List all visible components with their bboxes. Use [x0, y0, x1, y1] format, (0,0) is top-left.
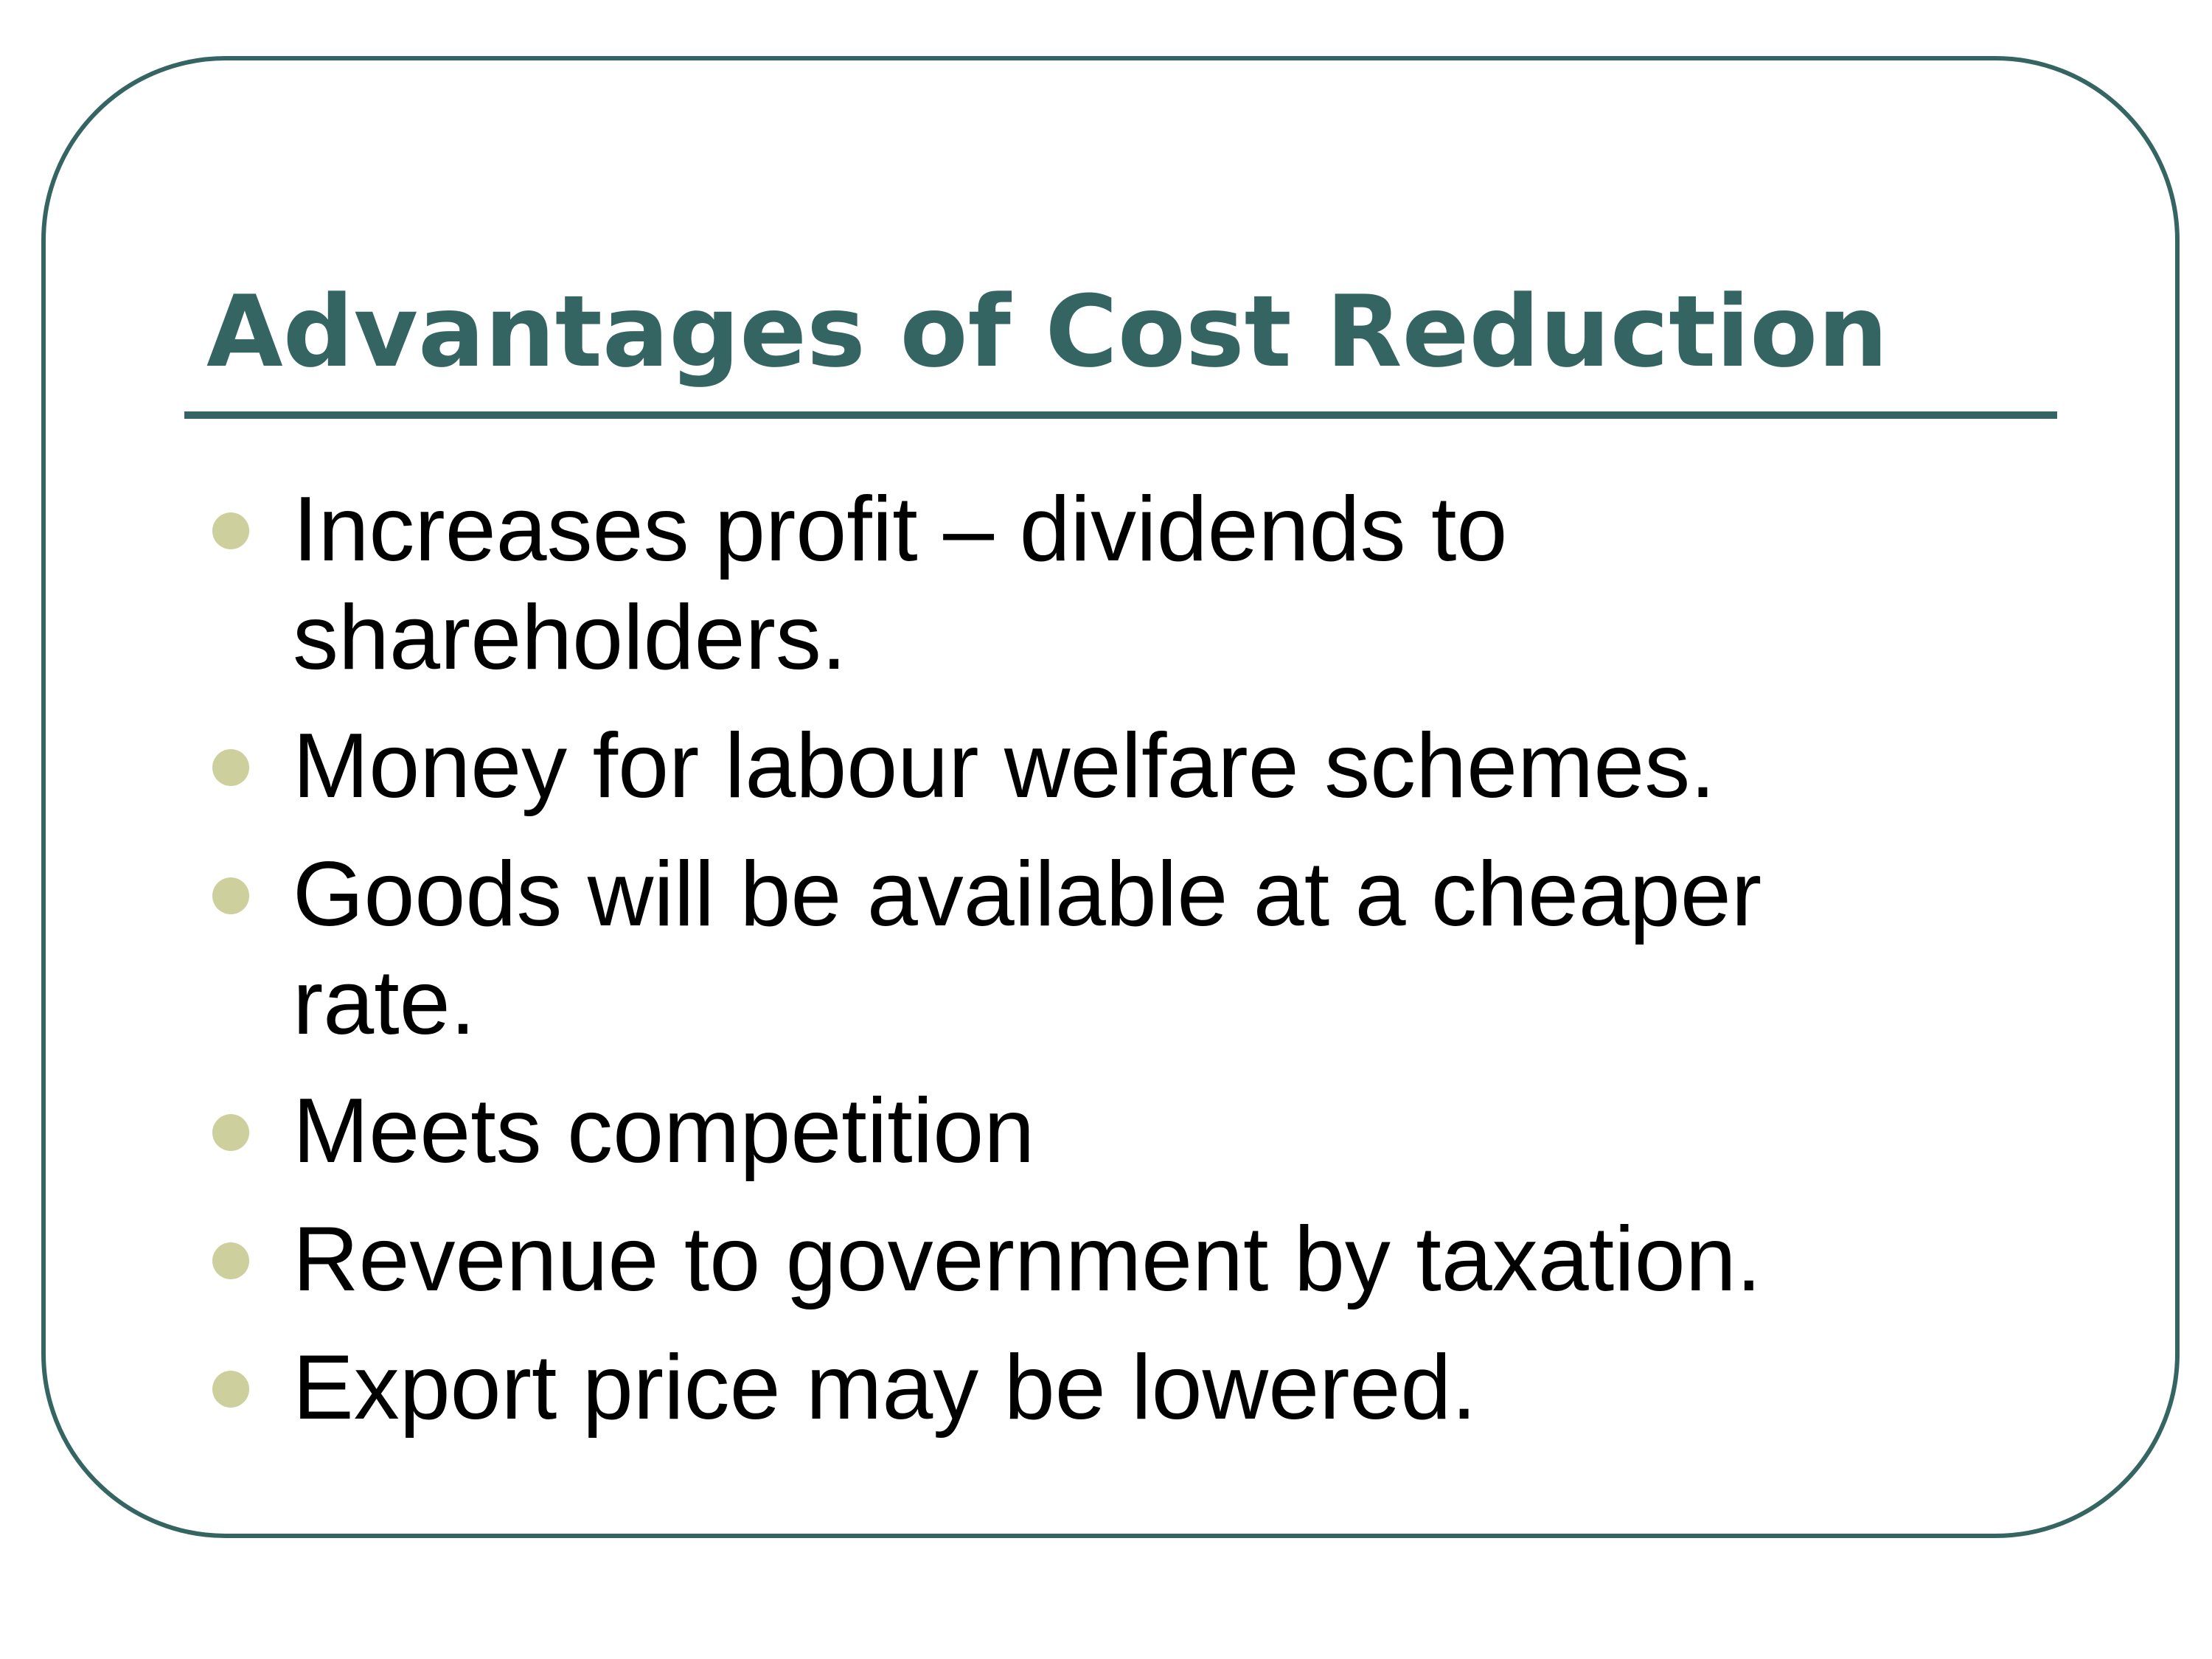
- bullet-dot-icon: [212, 877, 249, 914]
- bullet-text: Meets competition: [293, 1080, 1035, 1182]
- bullet-item: Meets competition: [0, 1077, 1878, 1186]
- bullet-dot-icon: [212, 512, 249, 549]
- bullet-item: Export price may be lowered.: [0, 1334, 1878, 1442]
- title-underline: [184, 411, 2057, 419]
- bullet-list: Increases profit – dividends to sharehol…: [0, 476, 2212, 1462]
- bullet-text: Money for labour welfare schemes.: [293, 715, 1716, 817]
- bullet-dot-icon: [212, 749, 249, 786]
- bullet-dot-icon: [212, 1371, 249, 1408]
- slide-title: Advantages of Cost Reduction: [206, 274, 1888, 389]
- bullet-text: Revenue to government by taxation.: [293, 1208, 1762, 1310]
- bullet-item: Goods will be available at a cheaper rat…: [0, 841, 1878, 1057]
- bullet-dot-icon: [212, 1242, 249, 1279]
- bullet-dot-icon: [212, 1114, 249, 1151]
- bullet-item: Money for labour welfare schemes.: [0, 712, 1878, 821]
- bullet-item: Increases profit – dividends to sharehol…: [0, 476, 1878, 692]
- bullet-text: Goods will be available at a cheaper rat…: [293, 844, 1762, 1054]
- bullet-item: Revenue to government by taxation.: [0, 1206, 1878, 1314]
- bullet-text: Export price may be lowered.: [293, 1337, 1477, 1439]
- bullet-text: Increases profit – dividends to sharehol…: [293, 479, 1508, 689]
- slide-frame: [41, 56, 2180, 1538]
